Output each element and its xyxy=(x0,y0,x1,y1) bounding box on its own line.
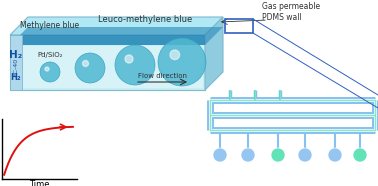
Polygon shape xyxy=(205,17,223,90)
Circle shape xyxy=(298,148,312,162)
Circle shape xyxy=(115,45,155,85)
Polygon shape xyxy=(12,46,203,88)
Circle shape xyxy=(158,38,206,86)
Circle shape xyxy=(271,148,285,162)
Circle shape xyxy=(170,50,180,60)
Circle shape xyxy=(75,53,105,83)
Circle shape xyxy=(328,148,342,162)
Polygon shape xyxy=(10,35,205,90)
Polygon shape xyxy=(10,17,223,35)
X-axis label: Time: Time xyxy=(29,180,50,186)
Circle shape xyxy=(125,55,133,63)
Polygon shape xyxy=(10,35,205,45)
Text: Gas permeable
PDMS wall: Gas permeable PDMS wall xyxy=(262,2,320,22)
Circle shape xyxy=(82,60,88,67)
Polygon shape xyxy=(10,35,22,90)
Circle shape xyxy=(45,67,49,71)
Text: H₂: H₂ xyxy=(11,73,21,83)
Text: Pd/SiO₂: Pd/SiO₂ xyxy=(37,52,63,58)
Text: FC-40: FC-40 xyxy=(14,58,19,76)
Text: Flow direction: Flow direction xyxy=(138,73,187,79)
Polygon shape xyxy=(10,27,223,45)
Circle shape xyxy=(40,62,60,82)
Text: H₂: H₂ xyxy=(9,50,23,60)
Circle shape xyxy=(241,148,255,162)
Text: Leuco-methylene blue: Leuco-methylene blue xyxy=(98,15,192,25)
Bar xyxy=(225,19,253,33)
Circle shape xyxy=(213,148,227,162)
Text: Methylene blue: Methylene blue xyxy=(20,22,79,31)
Circle shape xyxy=(353,148,367,162)
